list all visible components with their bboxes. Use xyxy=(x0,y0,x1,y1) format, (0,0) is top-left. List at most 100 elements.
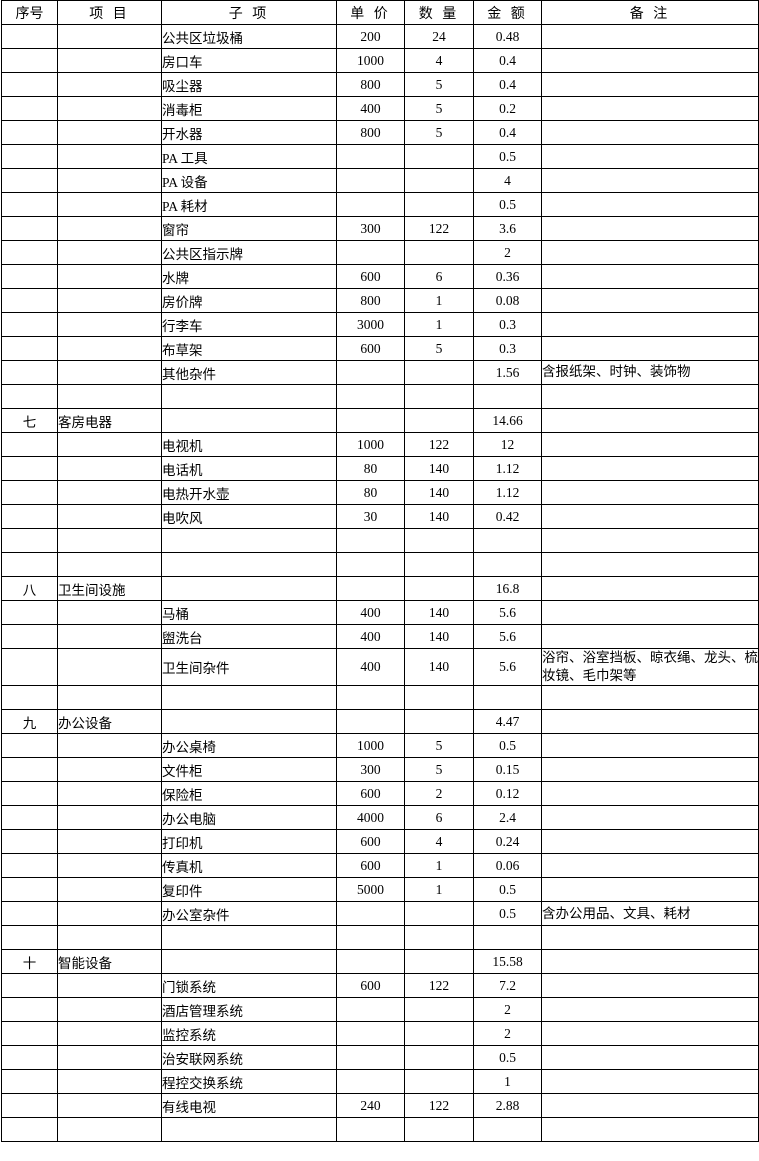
cell-seq xyxy=(1,168,58,193)
cell-unit-price xyxy=(336,360,405,385)
cell-amount: 0.5 xyxy=(473,144,542,169)
cell-quantity: 1 xyxy=(404,312,474,337)
cell-quantity: 1 xyxy=(404,853,474,879)
cell-item xyxy=(57,432,162,457)
cell-seq xyxy=(1,360,58,385)
cell-unit-price xyxy=(336,1069,405,1095)
cell-subitem: 传真机 xyxy=(161,853,337,879)
table-row: PA 设备 4 xyxy=(1,168,759,193)
table-row: 保险柜 600 2 0.12 xyxy=(1,781,759,807)
cell-unit-price: 4000 xyxy=(336,805,405,831)
cell-remark: 含报纸架、时钟、装饰物 xyxy=(541,360,759,385)
cell-remark xyxy=(541,973,759,999)
cell-item xyxy=(57,24,162,49)
cell-remark xyxy=(541,949,759,975)
cell-remark xyxy=(541,480,759,505)
cell-item: 客房电器 xyxy=(57,408,162,433)
table-row: 行李车 3000 1 0.3 xyxy=(1,312,759,337)
cell-quantity xyxy=(404,997,474,1023)
table-body: 公共区垃圾桶 200 24 0.48 房口车 1000 4 0.4 吸尘器 800 5 0.4 消毒柜 4… xyxy=(1,24,759,1143)
cell-subitem: 复印件 xyxy=(161,877,337,903)
cell-quantity xyxy=(404,709,474,735)
cell-amount: 0.3 xyxy=(473,312,542,337)
cell-item xyxy=(57,901,162,927)
cell-remark xyxy=(541,48,759,73)
table-row: 酒店管理系统 2 xyxy=(1,997,759,1023)
cell-remark xyxy=(541,685,759,711)
cell-unit-price xyxy=(336,1117,405,1143)
cell-unit-price: 5000 xyxy=(336,877,405,903)
cell-amount: 0.5 xyxy=(473,733,542,759)
cell-subitem: 房价牌 xyxy=(161,288,337,313)
cell-unit-price xyxy=(336,144,405,169)
cell-item xyxy=(57,781,162,807)
cell-unit-price: 400 xyxy=(336,600,405,625)
cell-quantity: 140 xyxy=(404,504,474,529)
cell-item xyxy=(57,973,162,999)
cell-amount: 0.42 xyxy=(473,504,542,529)
cell-amount: 2.4 xyxy=(473,805,542,831)
cell-amount: 0.5 xyxy=(473,1045,542,1071)
cell-unit-price: 800 xyxy=(336,120,405,145)
cell-unit-price xyxy=(336,168,405,193)
cell-remark xyxy=(541,733,759,759)
cell-item xyxy=(57,1117,162,1143)
cell-seq xyxy=(1,1045,58,1071)
cell-amount: 12 xyxy=(473,432,542,457)
cell-unit-price: 800 xyxy=(336,72,405,97)
cell-quantity: 140 xyxy=(404,647,474,687)
cell-item xyxy=(57,144,162,169)
column-header-amount: 金 额 xyxy=(473,0,542,25)
cell-subitem: PA 耗材 xyxy=(161,192,337,217)
cell-remark xyxy=(541,1021,759,1047)
cell-amount: 5.6 xyxy=(473,624,542,649)
cell-unit-price xyxy=(336,901,405,927)
cell-seq: 七 xyxy=(1,408,58,433)
cell-seq xyxy=(1,757,58,783)
cell-seq xyxy=(1,1117,58,1143)
cell-seq xyxy=(1,829,58,855)
cell-remark xyxy=(541,997,759,1023)
cell-subitem: 卫生间杂件 xyxy=(161,647,337,687)
cell-subitem: 房口车 xyxy=(161,48,337,73)
cell-subitem xyxy=(161,528,337,553)
cell-item xyxy=(57,1021,162,1047)
cell-amount: 0.3 xyxy=(473,336,542,361)
cell-seq xyxy=(1,144,58,169)
cell-item xyxy=(57,456,162,481)
cell-subitem: 酒店管理系统 xyxy=(161,997,337,1023)
cell-unit-price: 600 xyxy=(336,264,405,289)
cell-unit-price: 300 xyxy=(336,757,405,783)
cell-quantity xyxy=(404,528,474,553)
cell-subitem: 马桶 xyxy=(161,600,337,625)
cell-quantity xyxy=(404,144,474,169)
cell-quantity xyxy=(404,685,474,711)
cell-subitem: 保险柜 xyxy=(161,781,337,807)
cell-quantity: 5 xyxy=(404,72,474,97)
cell-quantity: 122 xyxy=(404,216,474,241)
cell-item xyxy=(57,647,162,687)
cell-item xyxy=(57,733,162,759)
cell-amount: 0.5 xyxy=(473,877,542,903)
cell-remark xyxy=(541,576,759,601)
cell-seq xyxy=(1,240,58,265)
cell-subitem: 治安联网系统 xyxy=(161,1045,337,1071)
table-row: 文件柜 300 5 0.15 xyxy=(1,757,759,783)
table-row-spacer xyxy=(1,384,759,409)
cell-quantity: 4 xyxy=(404,829,474,855)
cell-unit-price: 3000 xyxy=(336,312,405,337)
cell-subitem: 文件柜 xyxy=(161,757,337,783)
cell-seq xyxy=(1,805,58,831)
cell-item xyxy=(57,504,162,529)
cell-amount: 0.4 xyxy=(473,48,542,73)
cell-amount: 15.58 xyxy=(473,949,542,975)
cell-amount: 14.66 xyxy=(473,408,542,433)
cell-seq xyxy=(1,432,58,457)
cell-subitem: 盥洗台 xyxy=(161,624,337,649)
cell-remark xyxy=(541,168,759,193)
cell-quantity: 122 xyxy=(404,432,474,457)
cell-amount: 5.6 xyxy=(473,647,542,687)
cell-item xyxy=(57,72,162,97)
cell-item xyxy=(57,925,162,951)
cell-remark xyxy=(541,144,759,169)
